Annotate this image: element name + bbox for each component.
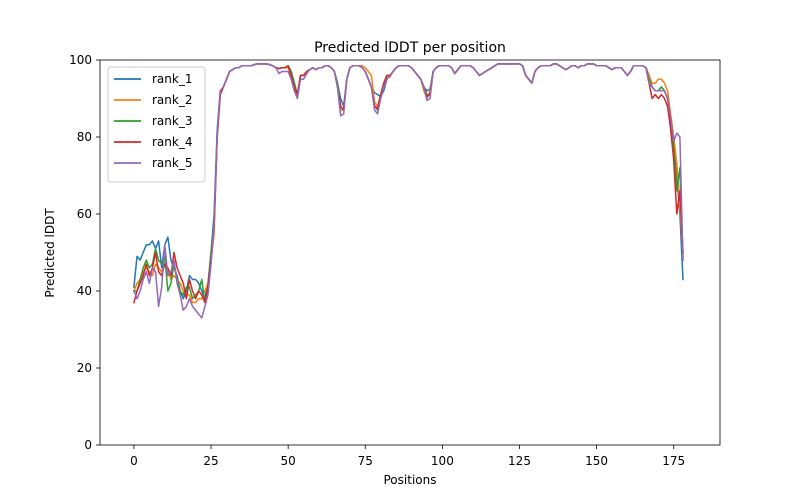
y-axis-label: Predicted lDDT — [43, 208, 57, 298]
legend-label-rank_3: rank_3 — [152, 114, 192, 128]
x-tick-label: 125 — [508, 454, 531, 468]
x-tick-label: 0 — [130, 454, 138, 468]
y-tick-label: 60 — [77, 207, 92, 221]
x-tick-label: 25 — [203, 454, 218, 468]
x-tick-label: 175 — [662, 454, 685, 468]
x-tick-label: 100 — [431, 454, 454, 468]
y-tick-label: 40 — [77, 284, 92, 298]
y-tick-label: 20 — [77, 361, 92, 375]
plot-frame — [99, 59, 721, 446]
x-tick-label: 50 — [281, 454, 296, 468]
y-tick-label: 100 — [69, 53, 92, 67]
series-line-rank_5 — [132, 63, 684, 319]
x-axis-label: Positions — [384, 473, 437, 487]
y-tick-label: 0 — [84, 438, 92, 452]
x-tick-label: 75 — [358, 454, 373, 468]
x-tick-label: 150 — [585, 454, 608, 468]
chart-title: Predicted lDDT per position — [314, 40, 506, 56]
plot-lines — [132, 63, 684, 319]
legend-label-rank_5: rank_5 — [152, 156, 192, 170]
y-tick-label: 80 — [77, 130, 92, 144]
legend: rank_1 rank_2 rank_3 rank_4 rank_5 — [107, 66, 206, 183]
legend-label-rank_2: rank_2 — [152, 93, 192, 107]
legend-box — [107, 66, 206, 183]
legend-label-rank_4: rank_4 — [152, 135, 192, 149]
legend-label-rank_1: rank_1 — [152, 72, 192, 86]
axes: 0 25 50 75 100 125 150 175 0 20 40 60 80 100 — [69, 53, 721, 468]
